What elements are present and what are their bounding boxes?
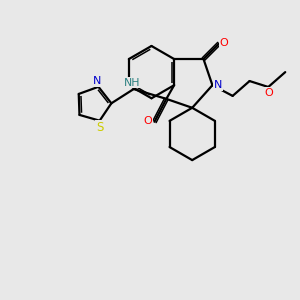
Text: S: S bbox=[96, 121, 103, 134]
Text: N: N bbox=[93, 76, 101, 86]
Text: NH: NH bbox=[124, 77, 140, 88]
Text: O: O bbox=[220, 38, 228, 48]
Text: O: O bbox=[264, 88, 273, 98]
Text: O: O bbox=[143, 116, 152, 126]
Text: N: N bbox=[214, 80, 223, 90]
